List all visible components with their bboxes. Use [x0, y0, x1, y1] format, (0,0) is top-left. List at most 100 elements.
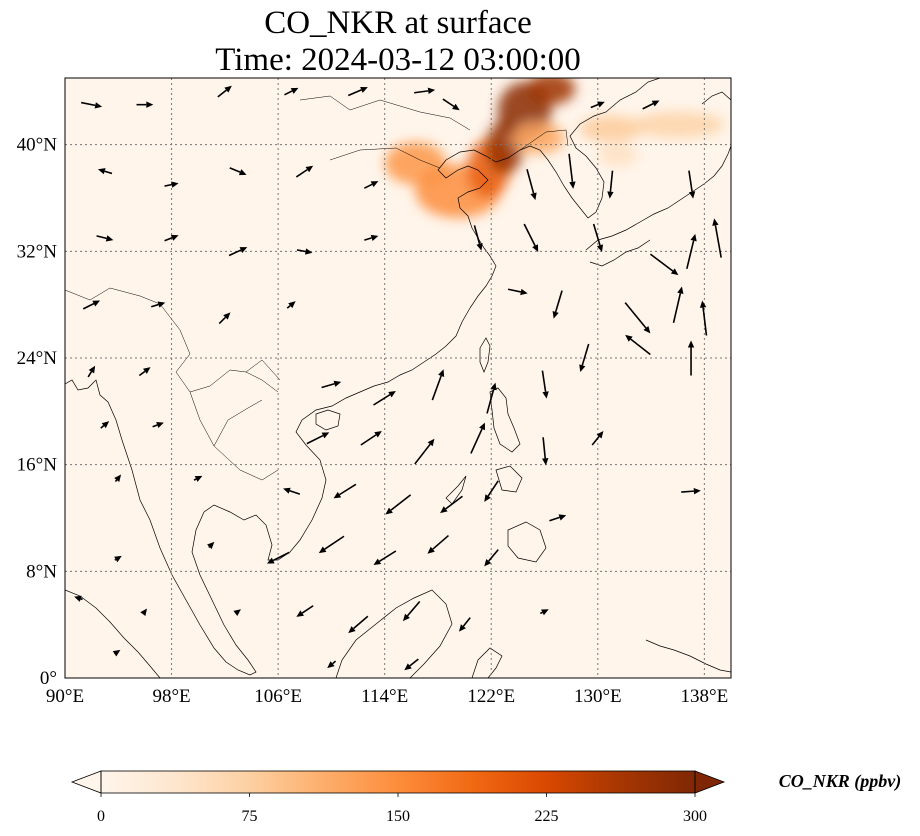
wind-vector — [687, 340, 695, 376]
wind-vector — [688, 170, 696, 199]
wind-vector — [96, 235, 114, 242]
wind-vector — [552, 290, 563, 319]
wind-vector — [112, 649, 121, 657]
wind-vector — [164, 181, 179, 188]
wind-vector — [74, 595, 83, 602]
wind-vector — [686, 233, 697, 270]
wind-vector — [80, 101, 103, 109]
coastline-borneo — [335, 589, 453, 678]
wind-vector — [136, 101, 154, 108]
wind-vector — [229, 167, 247, 176]
wind-vector — [296, 605, 314, 617]
coastline-mainland — [65, 78, 661, 676]
colorbar-extend-max — [694, 770, 726, 794]
wind-vector — [579, 343, 590, 372]
wind-vector — [295, 165, 314, 178]
wind-vector — [672, 286, 684, 324]
x-tick-label: 138°E — [681, 686, 729, 707]
co-plume-patch — [579, 115, 644, 142]
y-tick-label: 40°N — [17, 135, 58, 156]
wind-vector — [360, 431, 382, 446]
wind-vector — [523, 223, 539, 252]
wind-vector — [526, 169, 537, 201]
x-tick-label: 122°E — [467, 686, 515, 707]
coastline-visayas — [495, 465, 523, 493]
wind-vector — [484, 480, 499, 502]
colorbar: 0 75 150 225 300 CO_NKR (ppbv) — [70, 770, 902, 825]
wind-vector — [642, 100, 660, 110]
wind-vector — [152, 422, 164, 429]
y-tick-label: 8°N — [26, 561, 57, 582]
wind-vector — [286, 301, 296, 309]
wind-vector — [590, 101, 605, 109]
border-lines — [65, 95, 569, 481]
wind-vector — [624, 302, 651, 334]
coastline-japan-south — [589, 239, 651, 267]
chart-title-line2: Time: 2024-03-12 03:00:00 — [215, 42, 580, 78]
co-plume-layer — [384, 78, 725, 218]
wind-vector — [470, 422, 485, 454]
wind-vector — [414, 87, 436, 95]
wind-vector — [318, 535, 345, 554]
wind-vector — [218, 312, 231, 325]
wind-vector — [649, 253, 679, 276]
map-frame — [64, 77, 732, 679]
wind-vector — [100, 421, 110, 429]
y-tick-label: 32°N — [17, 241, 58, 262]
borders — [65, 95, 569, 481]
wind-vector — [228, 247, 248, 257]
y-tick-label: 0° — [40, 668, 57, 689]
wind-vector-layer — [74, 85, 722, 671]
coastline-hokkaido — [701, 91, 731, 105]
wind-vector — [347, 86, 368, 97]
wind-vector — [473, 225, 483, 251]
coastline-luzon — [489, 387, 521, 453]
wind-vector — [233, 609, 241, 616]
wind-vector — [364, 181, 379, 189]
coastline-hainan — [315, 409, 341, 431]
wind-vector — [193, 475, 203, 482]
wind-vector — [114, 555, 122, 563]
wind-vector — [348, 615, 369, 634]
co-plume-patch — [511, 122, 565, 154]
wind-vector — [591, 431, 604, 446]
wind-vector — [321, 380, 342, 389]
wind-vector — [164, 234, 179, 242]
co-plume-patch — [527, 78, 576, 105]
wind-vector — [712, 218, 722, 258]
colorbar-tick-label: 150 — [386, 808, 410, 825]
wind-vector — [440, 495, 463, 514]
coastline-taiwan — [479, 337, 491, 373]
wind-vector — [431, 369, 445, 401]
x-tick-label: 114°E — [361, 686, 408, 707]
colorbar-tick-label: 225 — [535, 808, 559, 825]
wind-vector — [296, 248, 313, 255]
wind-vector — [373, 391, 396, 406]
wind-vector — [625, 334, 651, 356]
wind-vector — [306, 432, 330, 445]
wind-vector — [333, 483, 357, 499]
colorbar-label: CO_NKR (ppbv) — [779, 771, 902, 792]
wind-vector — [404, 658, 419, 671]
wind-vector — [87, 365, 96, 378]
wind-vector — [542, 437, 549, 466]
x-tick-label: 130°E — [574, 686, 622, 707]
coastline-sulawesi — [471, 647, 503, 678]
coastline-mindanao — [507, 521, 547, 563]
wind-vector — [592, 223, 604, 252]
wind-vector — [507, 288, 528, 296]
wind-vector — [607, 170, 614, 199]
wind-vector — [373, 550, 397, 565]
wind-vector — [486, 382, 497, 414]
wind-vector — [217, 85, 232, 98]
coastlines — [65, 78, 731, 678]
coastline-new-guinea — [645, 639, 731, 673]
colorbar-gradient-bar — [101, 771, 695, 793]
colorbar-ticks: 0 75 150 225 300 — [97, 793, 707, 825]
wind-vector — [385, 494, 412, 515]
wind-vector — [151, 301, 166, 308]
wind-vector — [568, 153, 576, 189]
wind-vector — [364, 234, 379, 241]
wind-vector — [266, 551, 290, 564]
